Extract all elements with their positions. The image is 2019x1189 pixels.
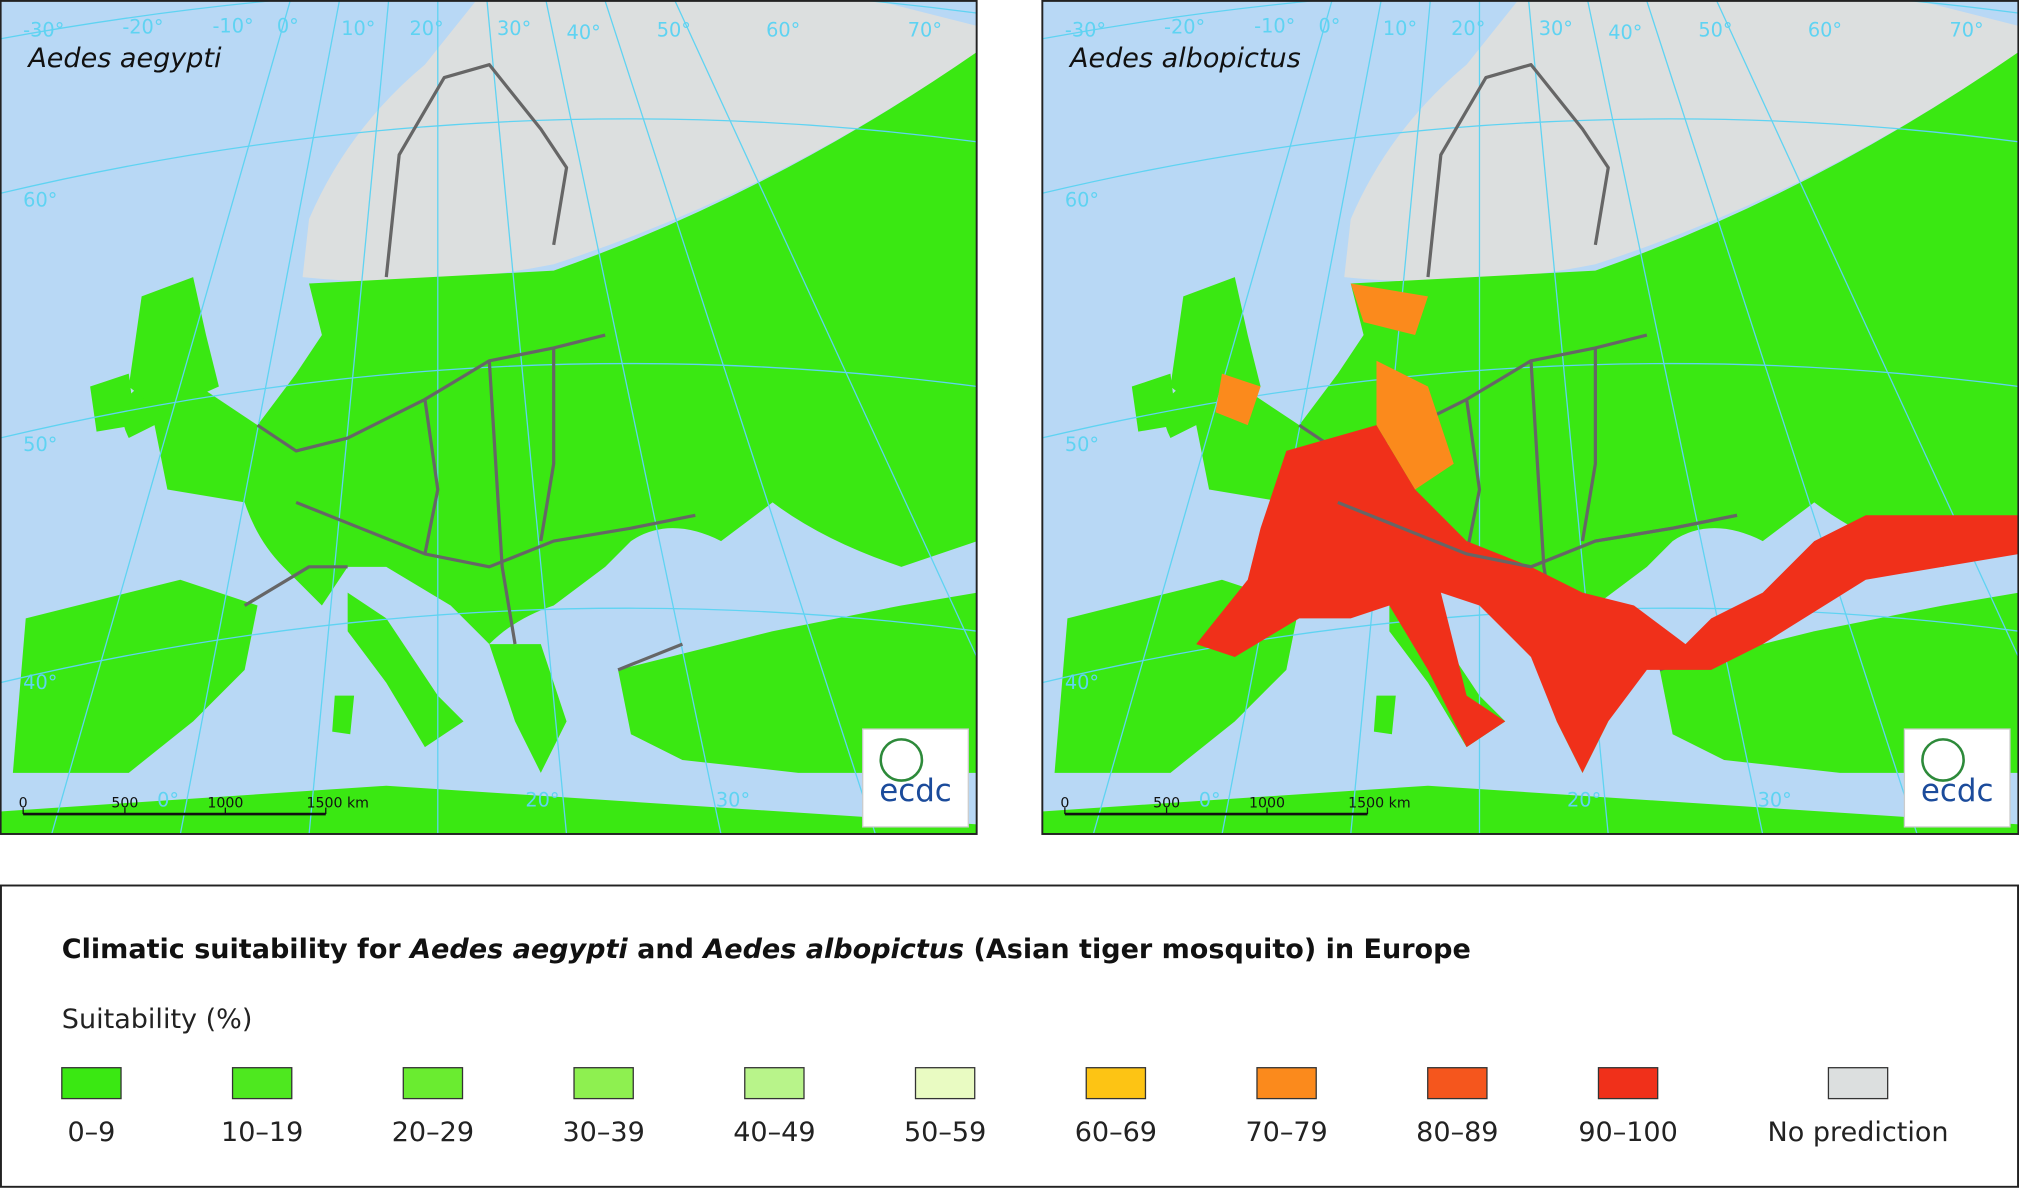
- graticule-label: 0°: [277, 14, 299, 37]
- scale-label: 0: [1060, 796, 1069, 812]
- graticule-label: 30°: [497, 17, 531, 40]
- legend-swatch: [1827, 1067, 1889, 1100]
- graticule-label: 40°: [23, 671, 57, 694]
- graticule-label: 0°: [157, 788, 179, 811]
- logo-globe: [879, 738, 924, 782]
- legend-swatch: [1597, 1067, 1659, 1100]
- graticule-label: 40°: [567, 21, 601, 44]
- legend-label: 40–49: [733, 1117, 815, 1148]
- legend-box: [0, 884, 2019, 1188]
- graticule-label: 60°: [23, 188, 57, 211]
- graticule-label: 70°: [908, 18, 942, 41]
- scale-label: 1000: [1249, 796, 1285, 812]
- legend-title: Climatic suitability for Aedes aegypti a…: [62, 934, 1471, 965]
- graticule-label: 50°: [657, 18, 691, 41]
- legend-swatch: [573, 1067, 634, 1100]
- legend-swatch: [1256, 1067, 1317, 1100]
- graticule-label: 40°: [1065, 671, 1099, 694]
- legend-title-part: Aedes albopictus: [701, 934, 964, 965]
- legend-label: 90–100: [1578, 1117, 1678, 1148]
- legend-label: 30–39: [562, 1117, 644, 1148]
- graticule-label: -20°: [122, 16, 163, 39]
- graticule-label: 30°: [1758, 788, 1792, 811]
- legend-title-part: Climatic suitability for: [62, 934, 410, 965]
- map-title: Aedes albopictus: [1068, 43, 1301, 74]
- logo-text: ecdc: [879, 773, 952, 809]
- scale-label: 1000: [207, 796, 243, 812]
- scale-label: 0: [19, 796, 28, 812]
- legend-swatch: [61, 1067, 122, 1100]
- graticule-label: 20°: [409, 17, 443, 40]
- scale-label: 1500 km: [1348, 796, 1411, 812]
- map-panel: -30° -20° -10° 0° 10° 20° 30° 40° 50° 60° 70° 60° 50…: [1041, 0, 2019, 835]
- graticule-label: -30°: [23, 18, 64, 41]
- legend-subtitle: Suitability (%): [62, 1004, 253, 1035]
- legend-title-part: (Asian tiger mosquito) in Europe: [964, 934, 1471, 965]
- graticule-label: 20°: [1451, 17, 1485, 40]
- graticule-label: 50°: [1065, 433, 1099, 456]
- graticule-label: 50°: [1698, 18, 1732, 41]
- graticule-label: 10°: [341, 17, 375, 40]
- graticule-label: 40°: [1608, 21, 1642, 44]
- logo-text: ecdc: [1921, 773, 1994, 809]
- graticule-label: -10°: [1254, 14, 1295, 37]
- legend-label: 60–69: [1075, 1117, 1157, 1148]
- legend-label: 70–79: [1245, 1117, 1327, 1148]
- legend-swatch: [231, 1067, 293, 1100]
- graticule-label: -20°: [1164, 16, 1205, 39]
- graticule-label: 50°: [23, 433, 57, 456]
- scale-label: 500: [1153, 796, 1180, 812]
- scale-label: 1500 km: [306, 796, 369, 812]
- graticule-label: 60°: [1808, 18, 1842, 41]
- legend-swatch: [1085, 1067, 1147, 1100]
- legend-title-part: and: [628, 934, 704, 965]
- legend-swatch: [914, 1067, 976, 1100]
- logo-globe: [1921, 738, 1965, 782]
- graticule-label: 30°: [716, 788, 750, 811]
- logo-box: [862, 728, 969, 828]
- graticule-label: -30°: [1065, 18, 1106, 41]
- map-panel: -30° -20° -10° 0° 10° 20° 30° 40° 50° 60° 70° 60° 50…: [0, 0, 978, 835]
- graticule-label: 70°: [1949, 18, 1983, 41]
- scale-label: 500: [111, 796, 138, 812]
- legend-title-part: Aedes aegypti: [408, 934, 628, 965]
- graticule-label: 30°: [1539, 17, 1573, 40]
- legend-swatch: [402, 1067, 464, 1100]
- graticule-label: 20°: [525, 788, 559, 811]
- legend-label: 10–19: [221, 1117, 303, 1148]
- graticule-label: 20°: [1567, 788, 1601, 811]
- legend-label: 20–29: [392, 1117, 474, 1148]
- graticule-label: 0°: [1319, 14, 1341, 37]
- graticule-label: -10°: [212, 14, 253, 37]
- graticule-label: 60°: [766, 18, 800, 41]
- legend-label: No prediction: [1768, 1117, 1949, 1148]
- graticule-label: 10°: [1383, 17, 1417, 40]
- legend-swatch: [744, 1067, 805, 1100]
- legend-swatch: [1427, 1067, 1488, 1100]
- graticule-label: 60°: [1065, 188, 1099, 211]
- legend-label: 50–59: [904, 1117, 986, 1148]
- map-title: Aedes aegypti: [26, 43, 222, 74]
- graticule-label: 0°: [1199, 788, 1221, 811]
- legend-label: 0–9: [67, 1117, 115, 1148]
- legend-label: 80–89: [1416, 1117, 1498, 1148]
